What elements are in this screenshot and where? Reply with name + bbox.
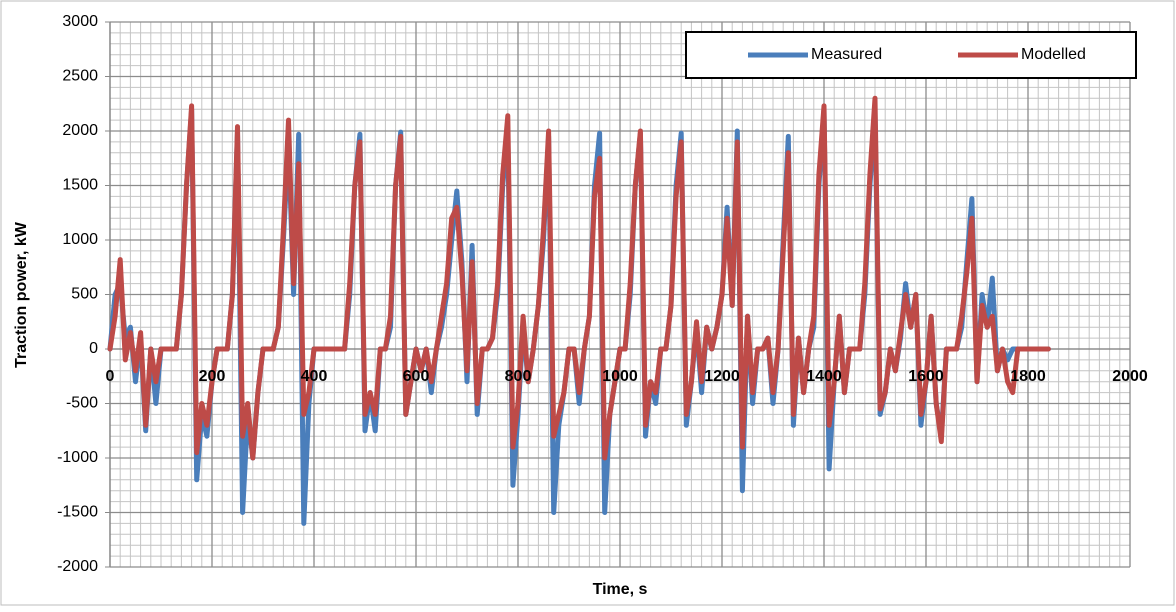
x-tick-label: 0 — [106, 368, 115, 385]
x-tick-label: 2000 — [1112, 368, 1148, 385]
x-tick-label: 200 — [199, 368, 226, 385]
y-tick-label: -1500 — [57, 504, 98, 521]
x-tick-label: 1000 — [602, 368, 638, 385]
y-tick-label: 2000 — [62, 122, 98, 139]
plot-lines — [107, 95, 1051, 526]
x-tick-label: 1800 — [1010, 368, 1046, 385]
x-tick-label: 1400 — [806, 368, 842, 385]
y-tick-label: -1000 — [57, 449, 98, 466]
y-tick-label: -2000 — [57, 558, 98, 575]
legend-label: Modelled — [1021, 46, 1086, 63]
grid — [105, 21, 1131, 568]
y-tick-label: 0 — [89, 340, 98, 357]
x-tick-label: 800 — [505, 368, 532, 385]
x-tick-label: 600 — [403, 368, 430, 385]
tick-labels: 0 200 400 600 800 1000 1200 1400 1600 1800 2000 -20… — [57, 13, 1148, 575]
data-line — [107, 95, 1051, 461]
y-axis-title: Traction power, kW — [13, 221, 30, 368]
y-tick-label: 1000 — [62, 231, 98, 248]
x-tick-label: 400 — [301, 368, 328, 385]
y-tick-label: -500 — [66, 395, 98, 412]
x-axis-title: Time, s — [593, 581, 648, 598]
y-tick-label: 1500 — [62, 177, 98, 194]
legend: Measured Modelled — [685, 31, 1137, 79]
x-tick-label: 1200 — [704, 368, 740, 385]
y-tick-label: 2500 — [62, 68, 98, 85]
x-tick-label: 1600 — [908, 368, 944, 385]
y-tick-label: 3000 — [62, 13, 98, 30]
legend-label: Measured — [811, 46, 882, 63]
y-tick-label: 500 — [71, 286, 98, 303]
